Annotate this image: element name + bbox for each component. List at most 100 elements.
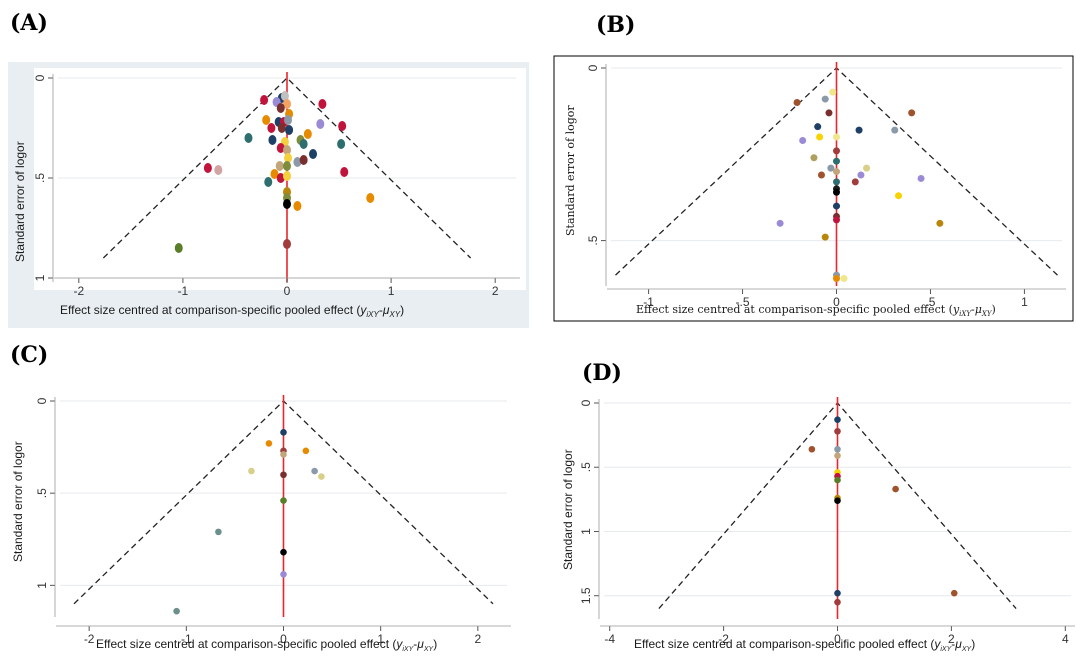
data-point: [817, 171, 825, 179]
data-point: [284, 115, 293, 125]
data-point: [280, 429, 287, 436]
data-point: [214, 165, 223, 175]
data-point: [248, 467, 255, 475]
data-point: [283, 199, 291, 209]
y-axis-title-d: Standard error of logor: [561, 449, 575, 570]
data-point: [283, 161, 291, 171]
data-point: [303, 129, 312, 139]
x-axis-title-mu-sub: XY: [423, 646, 435, 653]
y-tick-label: 0: [35, 397, 49, 404]
data-point: [340, 167, 349, 177]
x-tick-label: 0: [834, 632, 841, 646]
data-point: [276, 173, 285, 183]
data-point: [891, 126, 899, 134]
x-axis-title-minus: -: [379, 303, 383, 317]
data-point: [917, 174, 925, 182]
panel-label-c: (C): [10, 342, 48, 368]
data-point: [283, 145, 291, 155]
data-point: [316, 119, 325, 129]
data-point: [283, 239, 291, 249]
panel-b-background: [553, 55, 1074, 322]
x-axis-title-mu-sub: XY: [981, 310, 993, 318]
x-axis-title-minus: -: [971, 303, 975, 316]
data-point: [833, 147, 840, 155]
data-point: [834, 427, 841, 435]
x-tick-label: -2: [718, 632, 729, 646]
x-axis-title-y-sub: iXY: [402, 646, 414, 653]
x-axis-title-b: Effect size centred at comparison-specif…: [636, 303, 996, 318]
points-c: [173, 429, 325, 615]
x-tick-label: -1: [643, 295, 654, 309]
data-point: [833, 216, 840, 224]
x-tick-label: 2: [492, 284, 499, 298]
data-point: [950, 589, 958, 597]
data-point: [799, 136, 807, 144]
data-point: [299, 155, 308, 165]
y-tick-label: 0: [579, 399, 593, 406]
data-point: [280, 451, 287, 458]
data-point: [309, 149, 318, 159]
data-point: [280, 91, 289, 101]
y-tick-label: 1.5: [579, 587, 593, 604]
funnel-plot-d: -4 -2 0 2 4 0 .5 1 1.5 Effect size centred at c…: [561, 397, 1075, 653]
data-point: [829, 88, 837, 96]
data-point: [338, 121, 347, 131]
data-point: [827, 164, 835, 172]
funnel-ci-line: [102, 77, 472, 259]
y-tick-label: 1: [579, 528, 593, 535]
x-tick-label: 0: [280, 632, 287, 646]
panel-label-d: (D): [582, 360, 622, 386]
data-point: [810, 154, 818, 162]
data-point: [270, 169, 279, 179]
data-point: [863, 164, 871, 172]
x-tick-label: 2: [948, 632, 955, 646]
data-point: [285, 125, 294, 135]
data-point: [834, 452, 841, 459]
data-point: [808, 445, 816, 453]
data-point: [816, 133, 824, 141]
y-ticks-c: 0.51: [35, 397, 56, 617]
data-point: [293, 201, 302, 211]
data-point: [908, 109, 916, 117]
x-axis-title-mu-sub: XY: [388, 310, 400, 319]
x-tick-label: 2: [475, 632, 482, 646]
data-point: [834, 476, 841, 484]
funnel-plot-c: -2 -1 0 1 2 0.51 Effect size centred at comp…: [11, 395, 511, 653]
data-point: [215, 528, 222, 536]
x-ticks-b: -1 -.5 0 .5 1: [607, 288, 1066, 309]
x-axis-title-y-sub: iXY: [366, 310, 379, 319]
data-point: [833, 178, 840, 186]
data-point: [821, 95, 829, 103]
data-point: [825, 109, 833, 117]
x-axis-title-mu: μ: [975, 303, 982, 316]
data-point: [280, 570, 287, 578]
x-axis-title-close: ): [433, 637, 437, 651]
x-axis-title-d: Effect size centred at comparison-specif…: [634, 637, 975, 653]
data-point: [318, 473, 325, 480]
data-point: [833, 133, 840, 141]
data-point: [833, 157, 840, 165]
data-point: [267, 123, 276, 133]
x-axis-title-minus: -: [951, 637, 955, 651]
x-axis-title-mu: μ: [416, 637, 424, 651]
y-tick-label: 0: [586, 64, 600, 71]
data-point: [834, 445, 841, 453]
data-point: [833, 202, 840, 210]
x-axis-title-close: ): [400, 303, 404, 317]
data-point: [283, 99, 291, 109]
y-ticks-b: 0.5: [586, 64, 607, 286]
x-tick-label: -1: [178, 284, 189, 298]
x-tick-label: -2: [84, 632, 95, 646]
x-tick-label: -4: [604, 632, 615, 646]
data-point: [793, 99, 801, 107]
data-point: [299, 139, 308, 149]
data-point: [268, 135, 277, 145]
x-tick-label: 0: [284, 284, 291, 298]
y-axis-title-a: Standard error of logor: [13, 141, 27, 262]
data-point: [366, 193, 375, 203]
x-axis-title-y: y: [359, 303, 367, 317]
x-tick-label: .5: [925, 295, 935, 309]
y-tick-label: .5: [586, 235, 600, 245]
x-axis-title-mu: μ: [954, 637, 962, 651]
